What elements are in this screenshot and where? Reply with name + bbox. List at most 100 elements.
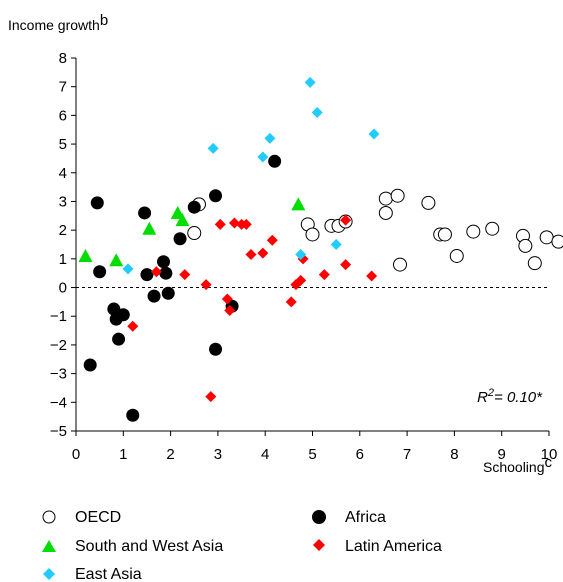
y-axis-ticks: −5 −4 −3 −2 −1 0 1 2 3 4 5 6 7 8	[50, 50, 76, 440]
data-point-oecd	[378, 191, 393, 206]
y-tick-label: 2	[59, 222, 67, 239]
y-tick-label: 5	[59, 136, 67, 153]
data-point-east-asia	[122, 263, 134, 275]
x-tick-label: 8	[450, 446, 458, 463]
data-point-east-asia	[330, 239, 342, 250]
y-tick-label: 0	[59, 280, 67, 297]
data-point-latin-america	[221, 293, 233, 305]
legend-item-latin-america: Latin America	[313, 538, 442, 555]
y-tick-label: 1	[59, 251, 67, 268]
legend-label-latin-america: Latin America	[345, 538, 442, 555]
legend-marker-south-west-asia	[42, 540, 56, 552]
x-tick-label: 4	[261, 446, 269, 463]
legend-marker-latin-america	[313, 539, 325, 551]
axes: −5 −4 −3 −2 −1 0 1 2 3 4 5 6 7 8 0 1 2 3 4 5 6 7 8 9 10	[50, 50, 557, 463]
data-point-oecd	[421, 195, 436, 210]
x-tick-label: 6	[356, 446, 364, 463]
y-tick-label: 8	[59, 50, 67, 67]
data-point-africa	[140, 268, 154, 282]
data-point-africa	[157, 255, 171, 269]
y-tick-label: 4	[59, 165, 67, 182]
data-point-oecd	[187, 226, 202, 241]
data-point-latin-america	[179, 269, 191, 281]
data-point-latin-america	[214, 218, 226, 230]
data-point-latin-america	[340, 214, 352, 226]
data-point-east-asia	[257, 151, 269, 163]
data-point-oecd	[390, 188, 405, 203]
x-axis-label: Schoolingc	[483, 454, 553, 475]
data-point-latin-america	[318, 269, 330, 281]
data-point-latin-america	[200, 279, 212, 291]
data-point-oecd	[466, 224, 481, 239]
data-point-oecd	[518, 238, 533, 253]
data-point-latin-america	[257, 247, 269, 259]
data-point-south-and-west-asia	[142, 221, 157, 235]
data-point-south-and-west-asia	[109, 253, 124, 267]
data-point-east-asia	[207, 142, 219, 154]
x-tick-label: 1	[119, 446, 127, 463]
data-point-east-asia	[264, 132, 276, 144]
data-point-latin-america	[295, 274, 307, 286]
data-point-east-asia	[311, 107, 323, 119]
y-tick-label: 7	[59, 79, 67, 96]
y-axis-label: Income growthb	[8, 12, 108, 33]
legend-item-south-west-asia: South and West Asia	[42, 538, 223, 555]
data-point-africa	[93, 265, 107, 279]
x-tick-label: 9	[498, 446, 506, 463]
data-point-africa	[112, 332, 126, 346]
y-tick-label: −1	[50, 308, 67, 325]
data-point-africa	[90, 196, 104, 210]
data-points	[78, 76, 563, 422]
data-point-oecd	[393, 257, 408, 272]
x-tick-label: 10	[541, 446, 558, 463]
legend: OECD South and West Asia East Asia Afric…	[42, 509, 442, 582]
data-point-latin-america	[224, 304, 236, 316]
data-point-africa	[83, 358, 97, 372]
x-tick-label: 2	[166, 446, 174, 463]
data-point-latin-america	[285, 296, 297, 308]
y-tick-label: −3	[50, 366, 67, 383]
legend-item-east-asia: East Asia	[43, 566, 142, 582]
legend-label-oecd: OECD	[75, 509, 121, 526]
data-point-latin-america	[266, 234, 278, 246]
data-point-africa	[147, 289, 161, 303]
legend-label-east-asia: East Asia	[75, 566, 142, 582]
legend-item-oecd: OECD	[42, 509, 121, 526]
data-point-oecd	[527, 256, 542, 271]
data-point-africa	[268, 154, 282, 168]
y-tick-label: −4	[50, 394, 67, 411]
data-point-oecd	[449, 248, 464, 263]
data-point-south-and-west-asia	[78, 248, 93, 262]
data-point-latin-america	[228, 217, 240, 229]
legend-item-africa: Africa	[312, 509, 386, 526]
x-axis-ticks: 0 1 2 3 4 5 6 7 8 9 10	[72, 431, 558, 463]
data-point-latin-america	[150, 266, 162, 278]
data-point-africa	[187, 200, 201, 214]
data-point-oecd	[305, 227, 320, 242]
data-point-oecd	[551, 234, 563, 249]
data-point-africa	[126, 408, 140, 422]
legend-label-south-west-asia: South and West Asia	[75, 538, 223, 555]
legend-marker-africa	[312, 510, 326, 524]
data-point-africa	[173, 232, 187, 246]
data-point-africa	[138, 206, 152, 220]
data-point-oecd	[485, 221, 500, 236]
data-point-africa	[107, 302, 121, 316]
legend-marker-oecd	[42, 510, 56, 524]
x-tick-label: 0	[72, 446, 80, 463]
data-point-africa	[159, 266, 173, 280]
data-point-oecd	[539, 230, 554, 245]
x-tick-label: 5	[308, 446, 316, 463]
data-point-latin-america	[245, 249, 257, 261]
x-tick-label: 3	[214, 446, 222, 463]
r-squared-annotation: R2= 0.10*	[477, 387, 543, 406]
data-point-latin-america	[366, 270, 378, 282]
data-point-east-asia	[295, 249, 307, 261]
data-point-latin-america	[205, 391, 217, 403]
x-tick-label: 7	[403, 446, 411, 463]
data-point-latin-america	[127, 320, 139, 332]
y-tick-label: −5	[50, 423, 67, 440]
data-point-africa	[161, 286, 175, 300]
y-tick-label: 3	[59, 193, 67, 210]
data-point-africa	[209, 189, 223, 203]
